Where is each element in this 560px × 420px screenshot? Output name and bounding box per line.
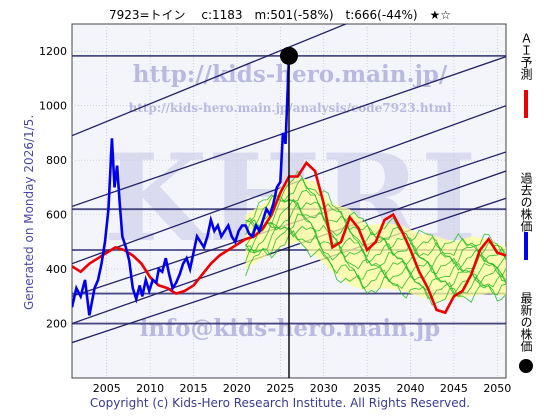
watermark-url-sub: http://kids-hero.main.jp/analysis/code79… bbox=[129, 101, 452, 115]
x-tick-label: 2035 bbox=[353, 382, 381, 395]
y-tick-label: 600 bbox=[46, 209, 67, 222]
x-tick-label: 2045 bbox=[440, 382, 468, 395]
x-tick-label: 2025 bbox=[266, 382, 294, 395]
watermark-email: info@kids-hero.main.jp bbox=[140, 315, 440, 342]
chart-title: 7923=トイン c:1183 m:501(-58%) t:666(-44%) … bbox=[108, 8, 452, 22]
y-tick-label: 800 bbox=[46, 154, 67, 167]
x-tick-label: 2020 bbox=[223, 382, 251, 395]
x-tick-label: 2015 bbox=[180, 382, 208, 395]
copyright-footer: Copyright (c) Kids-Hero Research Institu… bbox=[89, 396, 471, 410]
watermark-url: http://kids-hero.main.jp/ bbox=[133, 61, 448, 88]
x-tick-label: 2010 bbox=[136, 382, 164, 395]
latest-price-dot bbox=[280, 46, 298, 65]
legend-label: ＡＩ予測 bbox=[519, 32, 533, 81]
y-tick-label: 1200 bbox=[39, 45, 67, 58]
plot-data bbox=[72, 24, 506, 378]
actual-price-line bbox=[72, 55, 291, 316]
y-tick-label: 200 bbox=[46, 318, 67, 331]
legend-label: 過去の株価 bbox=[519, 172, 533, 232]
x-tick-label: 2040 bbox=[397, 382, 425, 395]
legend-swatch bbox=[519, 359, 533, 373]
y-tick-label: 400 bbox=[46, 263, 67, 276]
x-tick-label: 2005 bbox=[93, 382, 121, 395]
y-tick-label: 1000 bbox=[39, 100, 67, 113]
x-axis: 2005 2010 2015 2020 2025 2030 2035 2040 2045 2050 bbox=[93, 382, 512, 395]
y-axis: 200 400 600 800 1000 1200 bbox=[39, 45, 67, 330]
x-tick-label: 2050 bbox=[483, 382, 511, 395]
x-tick-label: 2030 bbox=[310, 382, 338, 395]
legend-label: 最新の株価 bbox=[519, 292, 533, 352]
